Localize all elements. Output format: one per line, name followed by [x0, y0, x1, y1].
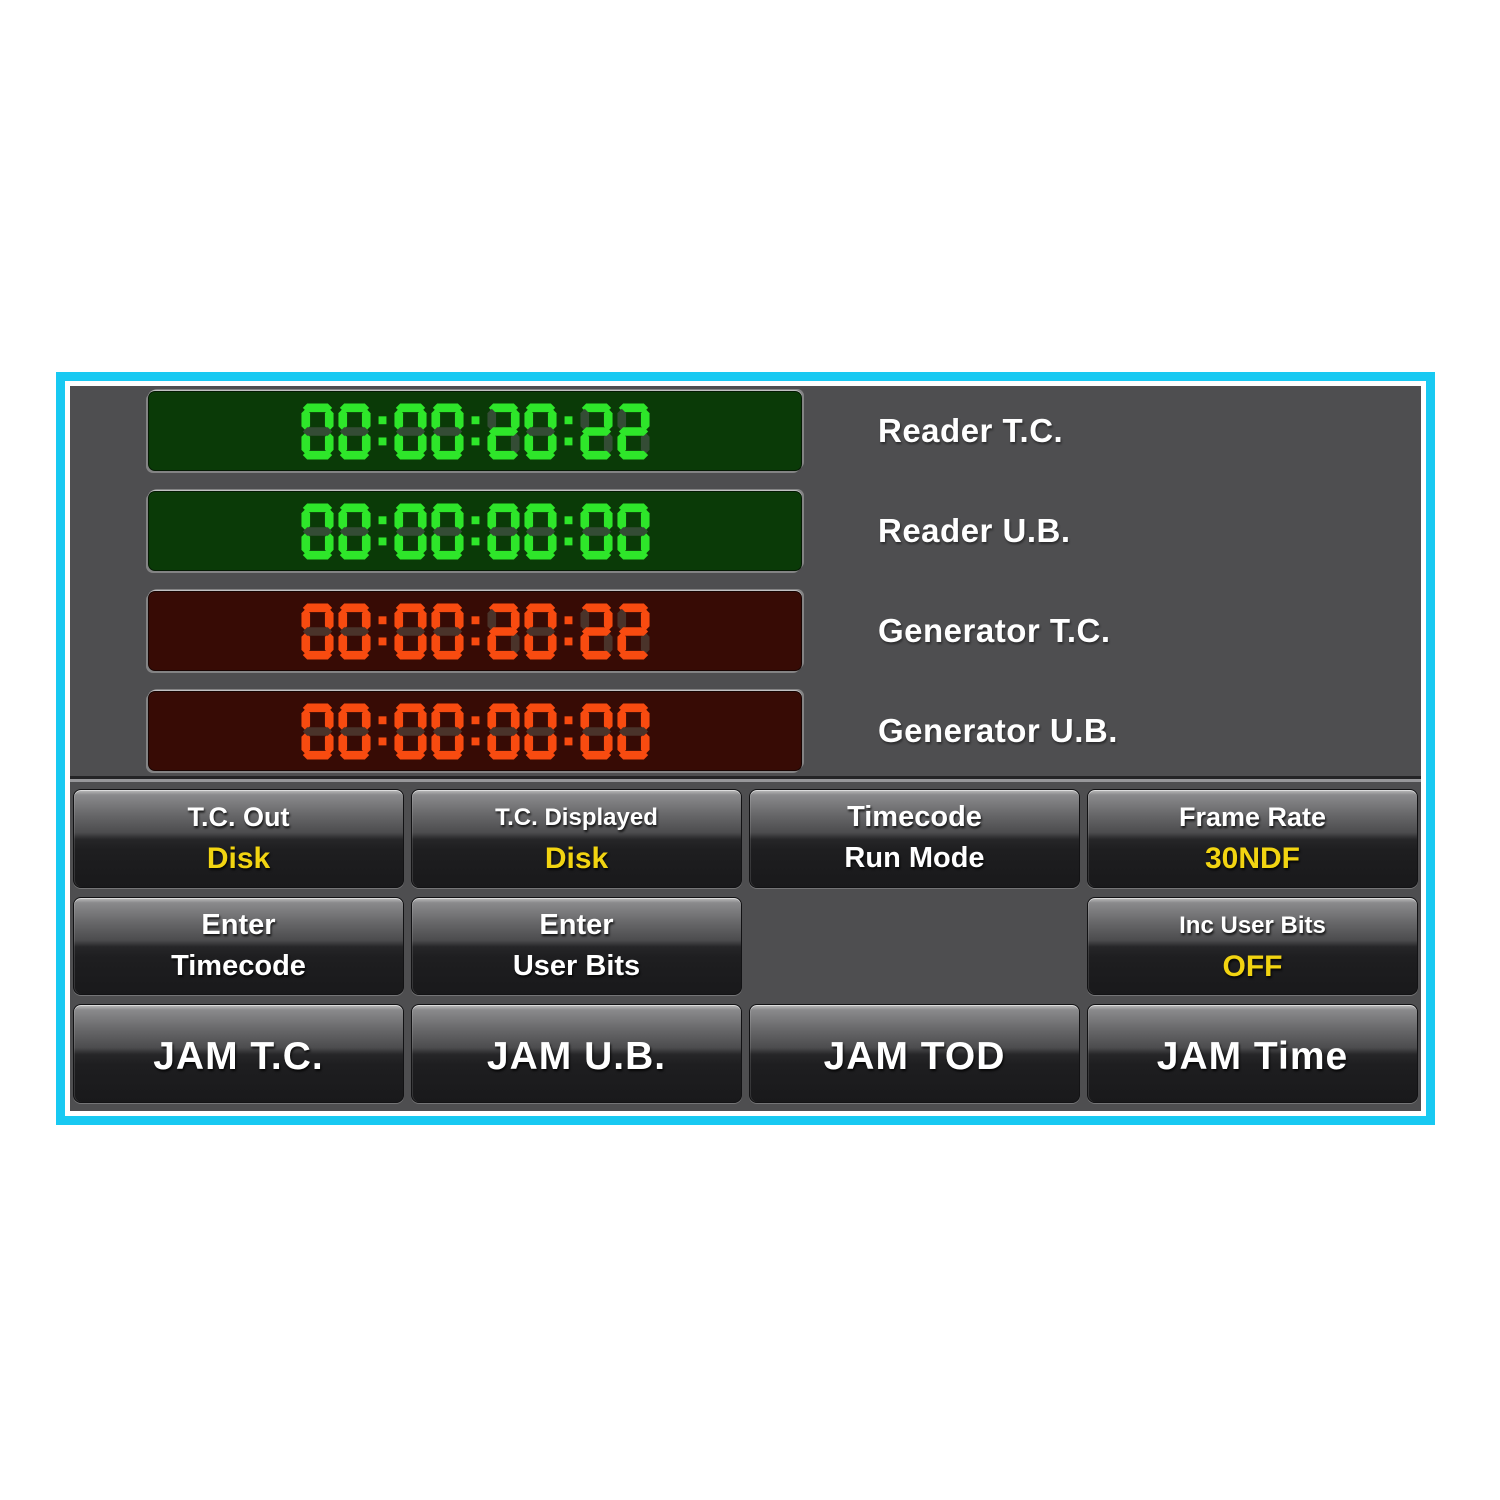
- tc-out-button[interactable]: T.C. Out Disk: [73, 789, 404, 888]
- seven-segment-colon: [564, 615, 572, 645]
- section-divider: [70, 779, 1421, 782]
- display-row: Generator U.B.: [70, 691, 1421, 771]
- inc-user-bits-title: Inc User Bits: [1179, 911, 1326, 939]
- timecode-run-mode-line1: Timecode: [847, 801, 982, 834]
- seven-segment-colon: [471, 615, 479, 645]
- seven-segment-digit: [486, 503, 520, 559]
- seven-segment-digit: [616, 403, 650, 459]
- seven-segment-digit: [430, 503, 464, 559]
- lcd-generator-ub: [148, 691, 802, 771]
- enter-user-bits-line2: User Bits: [512, 949, 641, 982]
- tc-displayed-value: Disk: [544, 842, 609, 876]
- reader-ub-label: Reader U.B.: [878, 512, 1071, 549]
- seven-segment-digit: [523, 503, 557, 559]
- frame-rate-title: Frame Rate: [1178, 802, 1327, 833]
- seven-segment-colon: [378, 615, 386, 645]
- lcd-reader-ub: [148, 491, 802, 571]
- enter-timecode-line2: Timecode: [171, 949, 306, 982]
- enter-user-bits-button[interactable]: Enter User Bits: [411, 896, 742, 996]
- enter-timecode-line1: Enter: [201, 908, 276, 941]
- seven-segment-digit: [579, 603, 613, 659]
- seven-segment-digit: [486, 603, 520, 659]
- seven-segment-digit: [616, 603, 650, 659]
- seven-segment-digit: [337, 403, 371, 459]
- seven-segment-digit: [337, 503, 371, 559]
- seven-segment-digit: [430, 703, 464, 759]
- jam-time-label: JAM Time: [1156, 1034, 1349, 1078]
- frame-rate-value: 30NDF: [1204, 842, 1301, 876]
- lcd-display-section: Reader T.C. Reader U.B. Generator T.C. G…: [70, 386, 1421, 779]
- tc-out-value: Disk: [206, 842, 271, 876]
- seven-segment-digit: [486, 703, 520, 759]
- seven-segment-colon: [564, 415, 572, 445]
- seven-segment-digit: [616, 703, 650, 759]
- seven-segment-digit: [393, 503, 427, 559]
- seven-segment-digit: [393, 403, 427, 459]
- inc-user-bits-button[interactable]: Inc User Bits OFF: [1087, 896, 1418, 996]
- display-row: Reader U.B.: [70, 491, 1421, 571]
- seven-segment-colon: [378, 515, 386, 545]
- reader-tc-label: Reader T.C.: [878, 412, 1064, 449]
- jam-tod-label: JAM TOD: [823, 1034, 1006, 1078]
- lcd-reader-tc: [148, 391, 802, 471]
- inc-user-bits-value: OFF: [1222, 949, 1283, 983]
- seven-segment-colon: [471, 715, 479, 745]
- display-row: Generator T.C.: [70, 591, 1421, 671]
- seven-segment-digit: [300, 503, 334, 559]
- jam-tc-button[interactable]: JAM T.C.: [73, 1004, 404, 1103]
- seven-segment-digit: [523, 703, 557, 759]
- seven-segment-colon: [378, 415, 386, 445]
- seven-segment-digit: [430, 603, 464, 659]
- button-grid: T.C. Out Disk T.C. Displayed Disk Timeco…: [70, 782, 1421, 1111]
- display-row: Reader T.C.: [70, 391, 1421, 471]
- seven-segment-digit: [616, 503, 650, 559]
- seven-segment-digit: [579, 503, 613, 559]
- seven-segment-digit: [430, 403, 464, 459]
- timecode-run-mode-line2: Run Mode: [844, 842, 985, 875]
- seven-segment-digit: [337, 703, 371, 759]
- jam-ub-button[interactable]: JAM U.B.: [411, 1004, 742, 1103]
- jam-tc-label: JAM T.C.: [153, 1034, 324, 1078]
- seven-segment-digit: [393, 703, 427, 759]
- enter-user-bits-line1: Enter: [539, 908, 614, 941]
- generator-ub-label: Generator U.B.: [878, 712, 1118, 749]
- timecode-tool-panel: Reader T.C. Reader U.B. Generator T.C. G…: [65, 381, 1426, 1116]
- timecode-run-mode-button[interactable]: Timecode Run Mode: [749, 789, 1080, 888]
- seven-segment-colon: [471, 515, 479, 545]
- seven-segment-digit: [393, 603, 427, 659]
- seven-segment-digit: [300, 603, 334, 659]
- seven-segment-colon: [564, 515, 572, 545]
- frame-rate-button[interactable]: Frame Rate 30NDF: [1087, 789, 1418, 888]
- empty-grid-cell: [749, 897, 1080, 996]
- tc-displayed-title: T.C. Displayed: [495, 804, 658, 832]
- enter-timecode-button[interactable]: Enter Timecode: [73, 896, 404, 996]
- generator-tc-label: Generator T.C.: [878, 612, 1111, 649]
- tc-out-title: T.C. Out: [187, 802, 290, 833]
- seven-segment-colon: [471, 415, 479, 445]
- seven-segment-digit: [579, 703, 613, 759]
- seven-segment-colon: [378, 715, 386, 745]
- seven-segment-digit: [300, 403, 334, 459]
- seven-segment-digit: [523, 603, 557, 659]
- jam-ub-label: JAM U.B.: [486, 1034, 667, 1078]
- seven-segment-digit: [486, 403, 520, 459]
- seven-segment-digit: [523, 403, 557, 459]
- seven-segment-colon: [564, 715, 572, 745]
- jam-tod-button[interactable]: JAM TOD: [749, 1004, 1080, 1103]
- seven-segment-digit: [579, 403, 613, 459]
- seven-segment-digit: [337, 603, 371, 659]
- lcd-generator-tc: [148, 591, 802, 671]
- jam-time-button[interactable]: JAM Time: [1087, 1004, 1418, 1103]
- timecode-tool-window: Reader T.C. Reader U.B. Generator T.C. G…: [56, 372, 1435, 1125]
- seven-segment-digit: [300, 703, 334, 759]
- tc-displayed-button[interactable]: T.C. Displayed Disk: [411, 789, 742, 888]
